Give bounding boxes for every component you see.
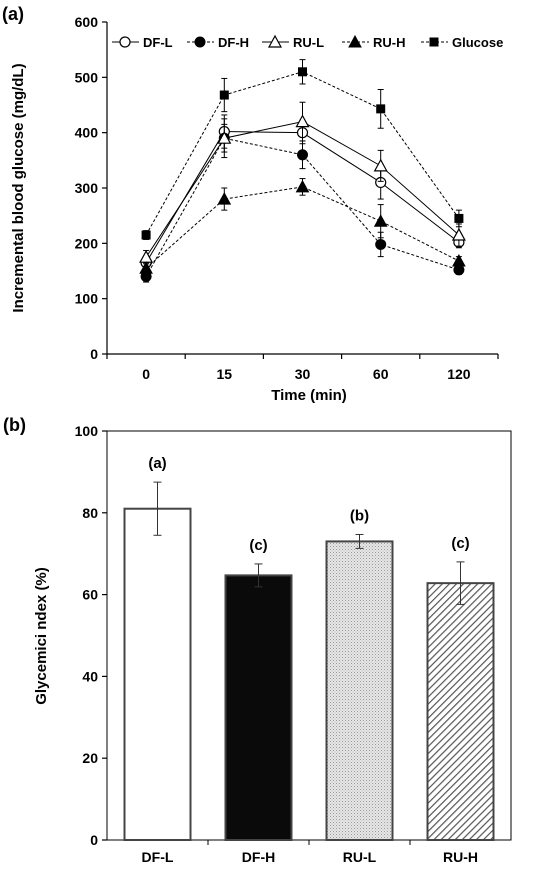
bar-ru-h	[426, 582, 495, 841]
y-tick-label-a: 200	[75, 235, 99, 251]
data-point-ru-l	[451, 227, 466, 241]
data-point-glucose	[454, 213, 464, 223]
y-tick-label-b: 40	[82, 668, 98, 684]
significance-label: (c)	[451, 535, 469, 552]
significance-label: (b)	[350, 507, 369, 524]
x-tick-label-b: RU-L	[343, 849, 377, 865]
data-point-df-h	[297, 149, 308, 161]
series-ru-l	[139, 101, 466, 265]
data-point-ru-l	[217, 130, 232, 144]
y-tick-label-b: 60	[82, 587, 98, 603]
bar-group-df-l: (a)	[123, 455, 192, 841]
panel-label-b: (b)	[3, 415, 26, 435]
data-point-ru-h	[373, 214, 388, 227]
data-point-ru-l	[373, 158, 388, 172]
data-point-ru-h	[452, 253, 466, 267]
x-tick-label-a: 0	[142, 366, 150, 382]
data-point-ru-h	[139, 261, 153, 274]
data-point-ru-l	[139, 249, 154, 263]
y-tick-label-a: 0	[90, 346, 98, 362]
legend-marker	[194, 36, 206, 48]
data-point-glucose	[376, 104, 386, 114]
y-axis-title-a: Incremental blood glucose (mg/dL)	[10, 63, 27, 312]
data-point-ru-l	[295, 114, 310, 128]
x-tick-label-b: DF-L	[142, 849, 174, 865]
y-tick-label-a: 500	[75, 69, 99, 85]
legend-marker	[267, 34, 283, 48]
bar-df-l	[123, 507, 192, 841]
x-axis-title-a: Time (min)	[271, 387, 347, 404]
legend-marker	[119, 36, 131, 48]
legend-label: DF-H	[218, 35, 249, 50]
bar-ru-l	[325, 540, 394, 841]
x-tick-label-b: RU-H	[443, 849, 478, 865]
series-ru-h	[139, 178, 466, 275]
data-point-glucose	[219, 90, 229, 100]
data-point-glucose	[141, 230, 151, 240]
bar-group-ru-l: (b)	[325, 507, 394, 841]
bar-group-df-h: (c)	[224, 537, 293, 841]
panel-b: (b) 0 20 40 60 80 100 (a) (c) (b) (c) DF-L DF-H RU…	[3, 415, 512, 865]
legend-marker	[429, 37, 439, 47]
y-tick-label-a: 100	[75, 291, 99, 307]
bar-df-h	[224, 574, 293, 841]
series-glucose	[141, 59, 464, 240]
bar-group-ru-h: (c)	[426, 535, 495, 841]
significance-label: (c)	[249, 537, 267, 554]
x-tick-label-a: 60	[373, 366, 389, 382]
series-line-ru-h	[145, 186, 460, 269]
y-tick-label-a: 600	[75, 14, 99, 30]
y-tick-label-b: 80	[82, 505, 98, 521]
data-point-df-h	[375, 238, 387, 250]
y-tick-label-a: 400	[75, 125, 99, 141]
legend-label: DF-L	[143, 35, 173, 50]
y-axis-title-b: Glycemici ndex (%)	[33, 567, 50, 705]
x-tick-label-a: 15	[217, 366, 233, 382]
data-point-ru-h	[217, 192, 232, 205]
legend-label: Glucose	[452, 35, 503, 50]
x-tick-label-a: 30	[295, 366, 311, 382]
data-point-ru-h	[295, 179, 310, 193]
y-tick-label-a: 300	[75, 180, 99, 196]
x-tick-label-a: 120	[447, 366, 471, 382]
legend-marker	[348, 34, 362, 48]
x-tick-label-b: DF-H	[242, 849, 275, 865]
y-tick-label-b: 20	[82, 750, 98, 766]
series-line-df-h	[145, 137, 460, 277]
y-tick-label-b: 0	[90, 832, 98, 848]
series-df-h	[140, 123, 465, 283]
significance-label: (a)	[148, 455, 166, 472]
legend-label: RU-L	[293, 35, 324, 50]
panel-label-a: (a)	[2, 4, 24, 24]
legend-label: RU-H	[373, 35, 406, 50]
data-point-glucose	[298, 67, 307, 77]
legend-a: DF-L DF-H RU-L RU-H Glucose	[112, 34, 503, 50]
y-tick-label-b: 100	[75, 423, 99, 439]
panel-a: (a) 0 100 200 300 400 500 600 0 15 30 60 120 Time …	[2, 4, 503, 404]
